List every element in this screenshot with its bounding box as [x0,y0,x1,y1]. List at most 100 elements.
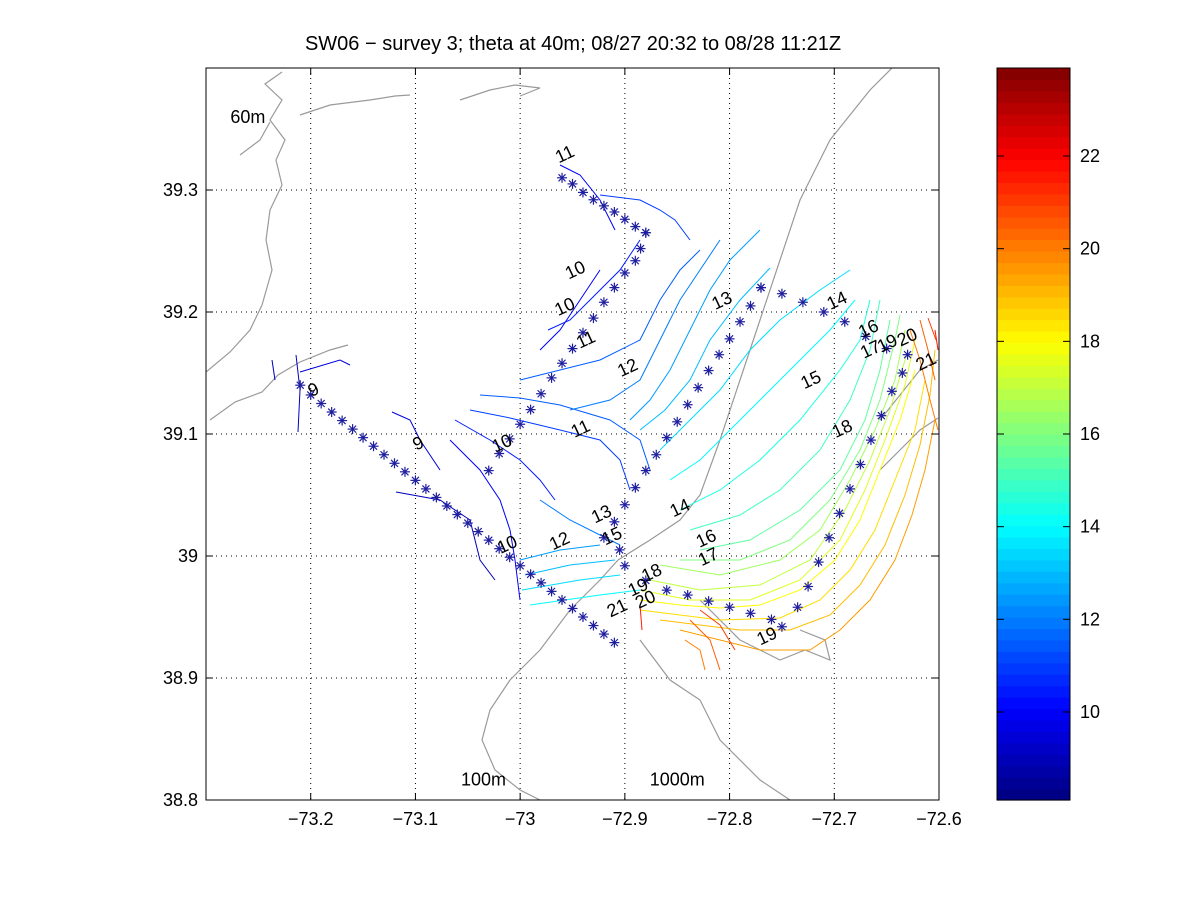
colorbar-swatch [997,525,1070,538]
colorbar-swatch [997,639,1070,652]
station-marker [614,544,625,555]
station-marker [651,449,662,460]
station-marker [619,499,630,510]
colorbar-swatch [997,376,1070,389]
colorbar-tick-label: 12 [1080,609,1100,629]
colorbar-swatch [997,594,1070,607]
station-marker [630,221,641,232]
station-marker [609,637,620,648]
station-marker [661,432,672,443]
station-marker [567,603,578,614]
temperature-contours [271,164,939,671]
station-marker [609,206,620,217]
colorbar-swatch [997,182,1070,195]
station-marker [703,365,714,376]
station-marker [855,459,866,470]
x-tick-label: −72.8 [707,809,753,829]
station-marker [813,557,824,568]
coastline-path [879,359,939,421]
station-marker [420,483,431,494]
colorbar-swatch [997,136,1070,149]
station-marker [598,532,609,543]
colorbar-swatch [997,674,1070,687]
x-tick-label: −73 [505,809,536,829]
station-marker [577,327,588,338]
colorbar-swatch [997,251,1070,264]
station-marker [824,532,835,543]
station-marker [619,560,630,571]
station-marker [379,449,390,460]
contour-line [699,319,891,551]
colorbar: 10 12 14 16 18 20 22 [996,67,1100,801]
station-marker [776,288,787,299]
isobath-label: 100m [461,769,506,789]
contour-line [524,267,771,576]
station-marker [515,419,526,430]
contour-line [699,317,937,651]
station-marker [844,483,855,494]
colorbar-swatch [997,605,1070,618]
station-marker [776,621,787,632]
contour-line [479,249,701,471]
colorbar-swatch [997,685,1070,698]
coastline-path [639,639,791,800]
x-tick-label: −73.2 [288,809,334,829]
station-marker [640,575,651,586]
colorbar-swatch [997,628,1070,641]
contour-line [529,299,856,606]
colorbar-swatch [997,571,1070,584]
colorbar-swatch [997,296,1070,309]
contour-line [519,229,761,561]
colorbar-swatch [997,719,1070,732]
colorbar-tick-label: 10 [1080,702,1100,722]
contour-line [639,379,926,621]
isobath-label: 60m [230,107,265,127]
contour-line [539,239,721,546]
station-marker [295,380,306,391]
station-marker [441,500,452,511]
colorbar-swatch [997,651,1070,664]
colorbar-swatch [997,445,1070,458]
contour-line [659,349,936,631]
station-marker [672,416,683,427]
contour-line [689,319,936,671]
station-marker [834,508,845,519]
station-marker [368,441,379,452]
colorbar-tick-label: 18 [1080,331,1100,351]
colorbar-swatch [997,228,1070,241]
contour-line [679,299,871,511]
colorbar-tick-label: 22 [1080,146,1100,166]
contour-line [449,164,616,601]
y-tick-label: 39.3 [163,180,198,200]
colorbar-swatch [997,308,1070,321]
station-marker [714,349,725,360]
station-marker [745,608,756,619]
station-marker [546,372,557,383]
station-marker [326,407,337,418]
station-marker [577,612,588,622]
station-marker [515,560,526,571]
colorbar-swatch [997,159,1070,172]
colorbar-swatch [997,365,1070,378]
station-marker [682,399,693,410]
station-marker [630,482,641,493]
colorbar-swatch [997,148,1070,161]
station-marker [557,358,568,369]
station-marker [462,518,473,529]
colorbar-swatch [997,434,1070,447]
colorbar-ticks: 10 12 14 16 18 20 22 [997,146,1100,722]
colorbar-swatch [997,662,1070,675]
y-tick-label: 39 [178,546,198,566]
station-marker [792,602,803,613]
colorbar-swatch [997,536,1070,549]
station-marker [504,552,515,563]
colorbar-swatch [997,468,1070,481]
colorbar-swatch [997,742,1070,755]
station-marker [703,596,714,607]
colorbar-swatch [997,239,1070,252]
colorbar-swatch [997,285,1070,298]
station-marker [693,382,704,393]
station-marker [735,316,746,327]
colorbar-swatch [997,68,1070,81]
